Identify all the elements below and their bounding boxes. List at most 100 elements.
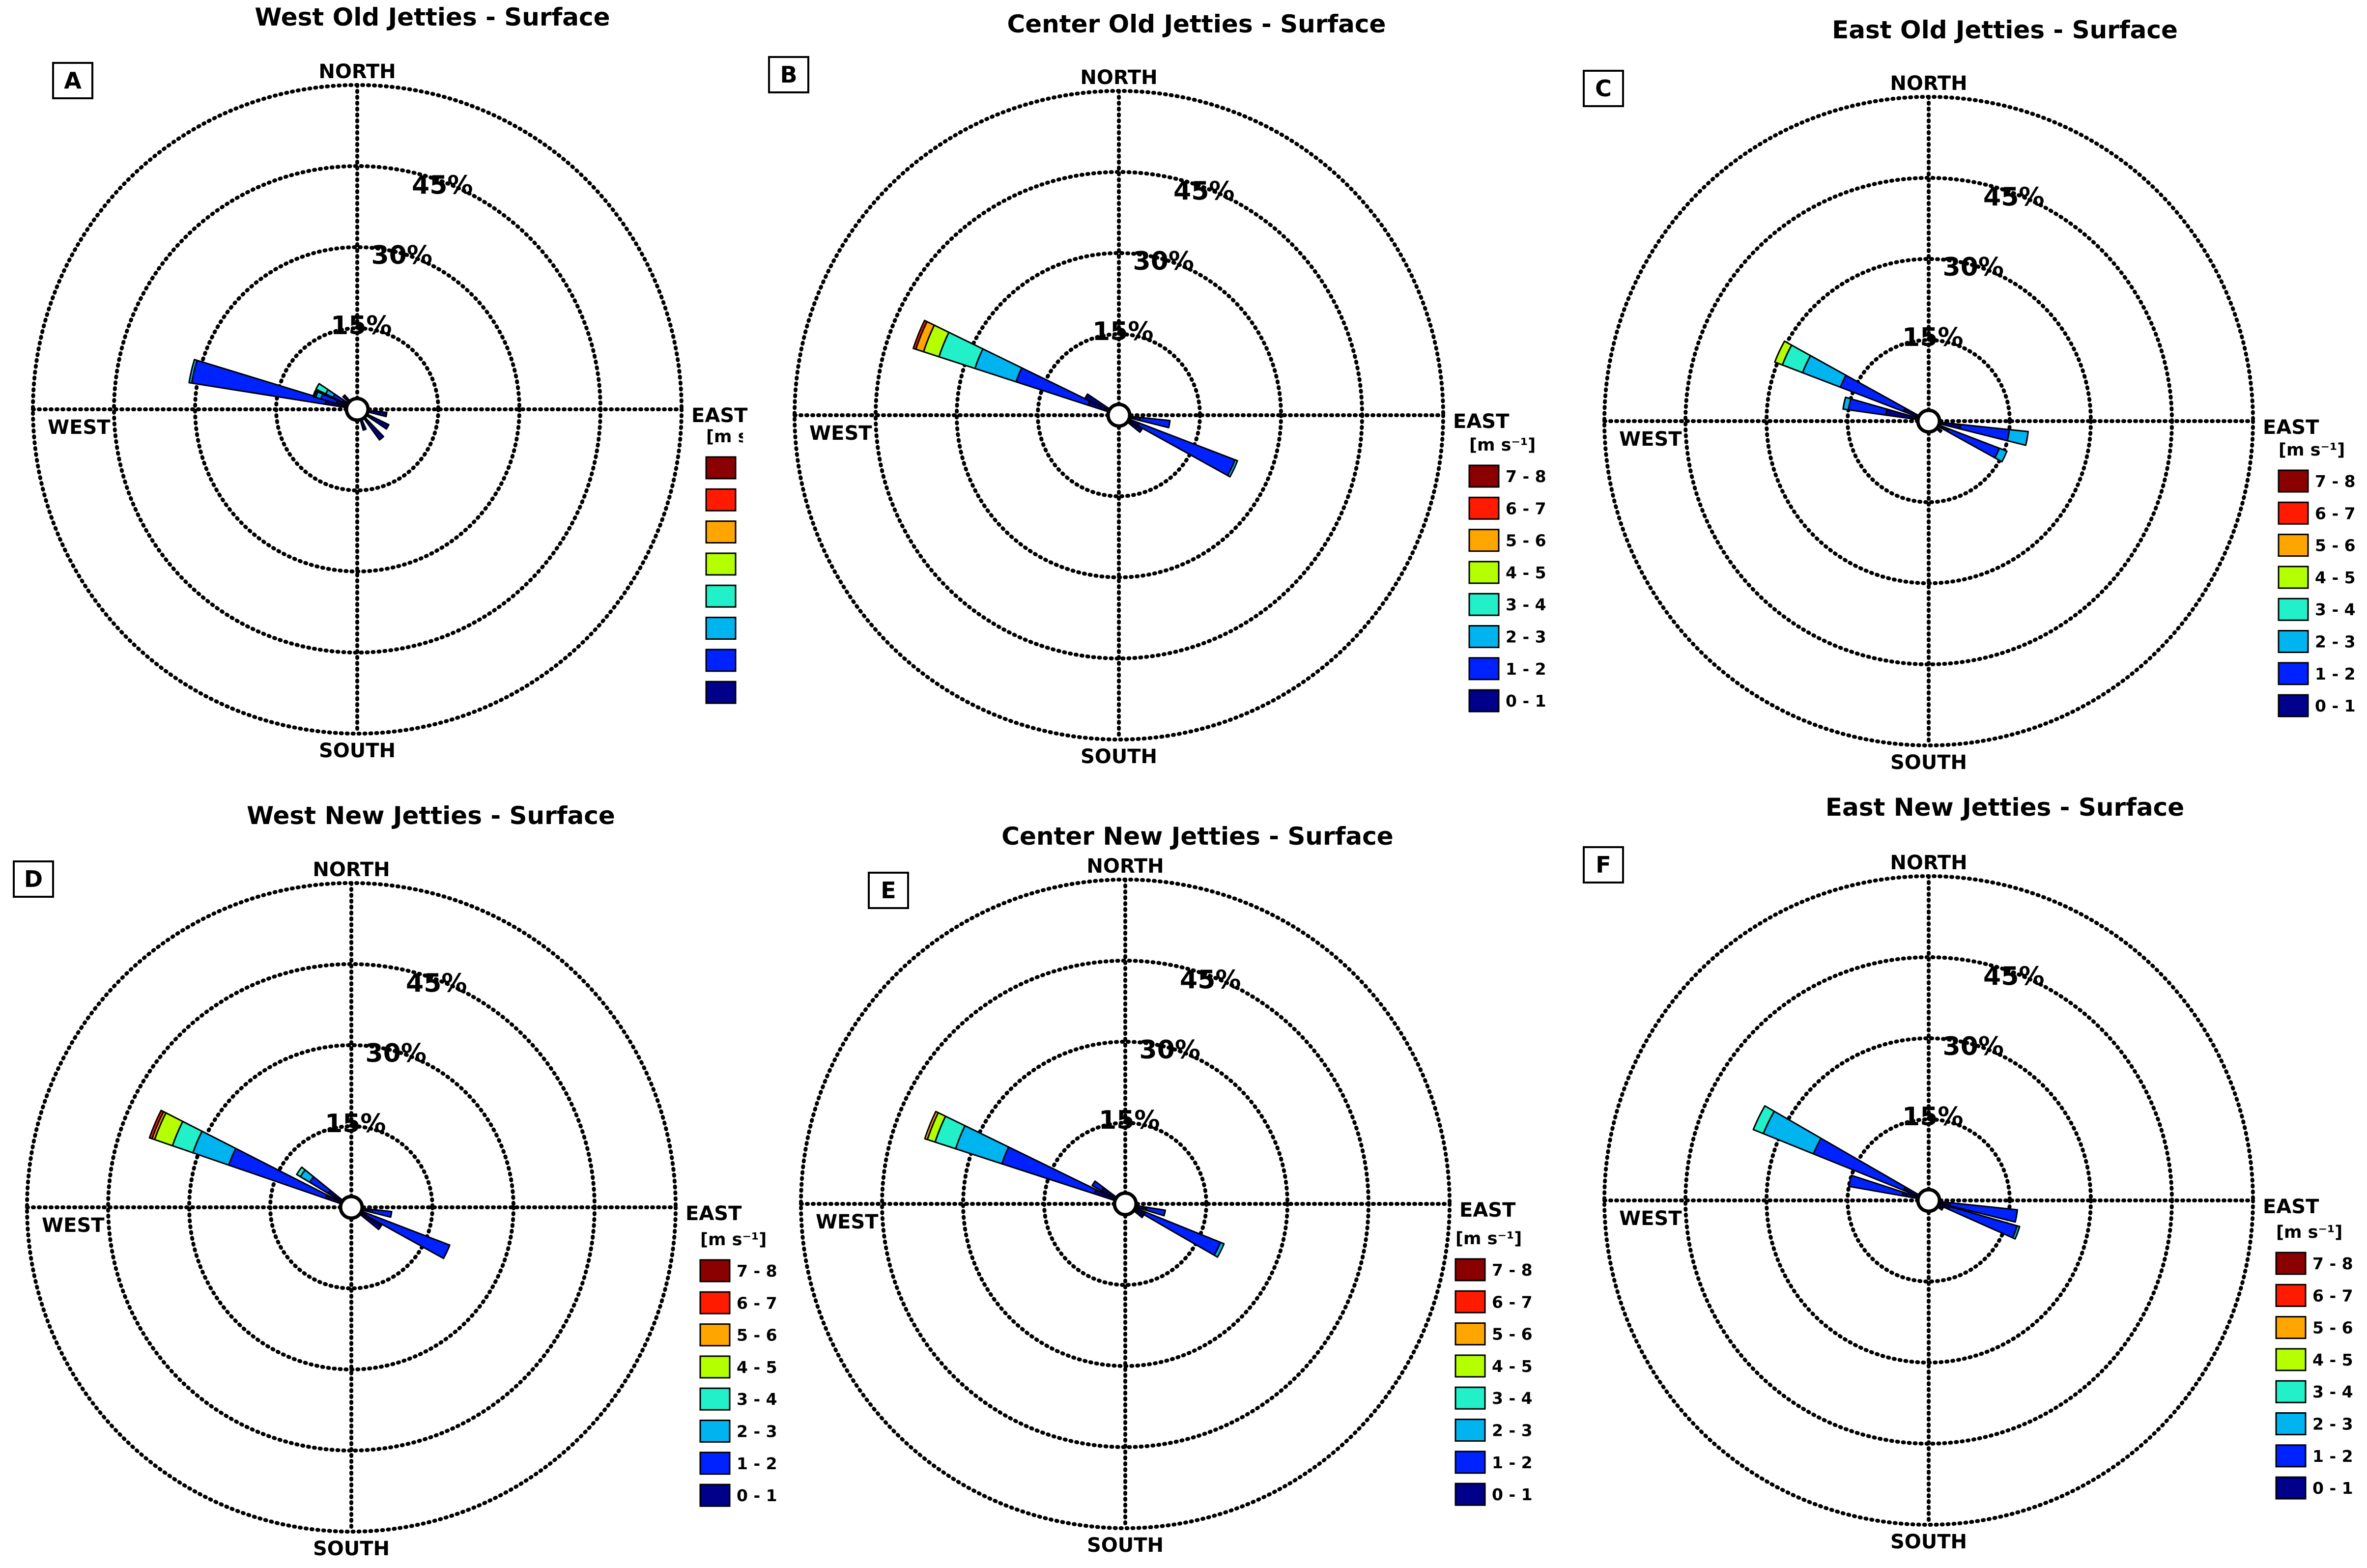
legend-label-0: 0 - 1 [2312, 1479, 2353, 1498]
ring-label-45: 45% [412, 171, 473, 200]
petal-292-bin-1 [1015, 367, 1091, 406]
legend-swatch-6 [1454, 1290, 1486, 1313]
direction-label-west: WEST [1619, 428, 1682, 451]
direction-label-east: EAST [685, 1202, 742, 1225]
ring-label-15: 15% [325, 1109, 386, 1139]
legend-label-4: 4 - 5 [1492, 1357, 1533, 1376]
panel-label-box [1583, 846, 1624, 884]
petal-305-bin-3 [296, 1166, 306, 1178]
panel-title: West Old Jetties - Surface [255, 3, 610, 31]
direction-label-north: NORTH [1086, 855, 1164, 878]
petals [148, 1110, 451, 1259]
legend-label-0: 0 - 1 [1506, 691, 1546, 711]
legend-label-0: 0 - 1 [2315, 696, 2356, 715]
legend-swatch-3 [705, 584, 737, 608]
ring-label-30: 30% [1133, 247, 1194, 276]
legend-label-5: 5 - 6 [2315, 536, 2356, 555]
legend-label-6: 6 - 7 [1492, 1292, 1533, 1311]
panel-label: A [64, 67, 82, 94]
panel-title: West New Jetties - Surface [247, 801, 615, 830]
legend-swatch-0 [699, 1483, 731, 1507]
panel-title: East New Jetties - Surface [1825, 793, 2184, 822]
center-hub [1112, 1191, 1138, 1217]
direction-label-east: EAST [2263, 1196, 2319, 1218]
direction-label-east: EAST [691, 404, 748, 427]
legend-label-2: 2 - 3 [2315, 632, 2356, 652]
legend-label-3: 3 - 4 [1506, 595, 1546, 614]
legend-label-4: 4 - 5 [737, 1358, 777, 1377]
legend-label-6: 6 - 7 [2315, 504, 2356, 523]
legend-swatch-4 [699, 1355, 731, 1379]
direction-label-south: SOUTH [1081, 745, 1157, 768]
legend-swatch-3 [1454, 1386, 1486, 1410]
legend-label-2: 2 - 3 [2312, 1415, 2353, 1434]
legend-label-7: 7 - 8 [1492, 1260, 1533, 1280]
ring-label-30: 30% [1140, 1035, 1200, 1065]
legend-label-4: 4 - 5 [2312, 1350, 2353, 1369]
legend-label-6: 6 - 7 [737, 1293, 777, 1312]
petal-282-bin-2 [1842, 396, 1852, 411]
petal-293-bin-6 [148, 1110, 165, 1140]
speed-legend: [m s⁻¹] 7 - 8 6 - 7 5 - 6 4 - 5 3 - 4 2 - 3 1 -… [1454, 1229, 1533, 1506]
panel-label: F [1596, 852, 1611, 878]
legend-swatch-1 [705, 649, 737, 672]
legend-label-1: 1 - 2 [1492, 1453, 1533, 1472]
legend-swatch-6 [2278, 501, 2309, 525]
petal-100-bin-2 [2006, 428, 2029, 446]
petal-296-bin-2 [1762, 1111, 1822, 1155]
legend-label-2: 2 - 3 [1506, 627, 1546, 647]
legend-swatch-5 [2278, 534, 2309, 557]
legend-swatch-2 [1468, 625, 1500, 648]
panel-label-box [868, 872, 909, 909]
legend-swatch-4 [2275, 1348, 2307, 1371]
legend-label-4: 4 - 5 [742, 555, 783, 574]
direction-label-north: NORTH [313, 858, 390, 881]
legend-swatch-1 [2275, 1444, 2307, 1468]
legend-label-3: 3 - 4 [742, 587, 783, 606]
legend-title: [m s⁻¹] [1469, 435, 1536, 455]
ring-label-45: 45% [1173, 176, 1234, 206]
legend-swatch-5 [699, 1323, 731, 1347]
ring-label-45: 45% [406, 969, 467, 998]
direction-label-west: WEST [1619, 1207, 1682, 1230]
direction-label-west: WEST [42, 1214, 105, 1237]
windrose-panel-f: East New Jetties - Surface F NORTH SOUTH EAS… [1583, 793, 2353, 1553]
legend-swatch-4 [2278, 566, 2309, 589]
legend-swatch-6 [699, 1291, 731, 1314]
legend-label-0: 0 - 1 [1492, 1485, 1533, 1504]
petal-115-bin-1 [365, 1212, 451, 1259]
legend-title: [m s⁻¹] [2276, 1223, 2342, 1242]
panel-label: D [24, 866, 43, 892]
ring-label-30: 30% [366, 1039, 427, 1068]
legend-label-7: 7 - 8 [737, 1261, 777, 1281]
legend-swatch-2 [2275, 1412, 2307, 1435]
legend-label-3: 3 - 4 [2312, 1382, 2353, 1401]
direction-label-south: SOUTH [319, 740, 396, 762]
petal-100-bin-1 [1949, 1202, 2019, 1223]
legend-label-3: 3 - 4 [1492, 1389, 1533, 1408]
windrose-panel-d: West New Jetties - Surface D NORTH SOUTH EAS… [13, 801, 777, 1560]
direction-label-south: SOUTH [1890, 1531, 1967, 1553]
petal-103-bin-1 [1145, 1206, 1166, 1217]
ring-label-30: 30% [371, 241, 432, 270]
legend-swatch-3 [1468, 593, 1500, 616]
legend-swatch-0 [1454, 1482, 1486, 1506]
petal-292-bin-5 [924, 1111, 939, 1140]
petal-116-bin-2 [1213, 1241, 1225, 1258]
direction-label-south: SOUTH [313, 1538, 390, 1560]
legend-label-3: 3 - 4 [2315, 600, 2356, 619]
legend-label-1: 1 - 2 [1506, 659, 1546, 679]
direction-label-north: NORTH [1890, 72, 1967, 95]
legend-label-7: 7 - 8 [1506, 467, 1546, 486]
legend-swatch-0 [1468, 689, 1500, 713]
legend-title: [m s⁻¹] [706, 427, 772, 447]
legend-label-1: 1 - 2 [742, 651, 783, 670]
ring-label-45: 45% [1983, 182, 2044, 212]
petal-115-bin-2 [1226, 459, 1238, 478]
direction-label-east: EAST [1453, 410, 1510, 433]
legend-swatch-7 [1454, 1258, 1486, 1282]
legend-label-1: 1 - 2 [737, 1454, 777, 1473]
panel-label: B [780, 61, 797, 88]
legend-label-5: 5 - 6 [2312, 1318, 2353, 1338]
